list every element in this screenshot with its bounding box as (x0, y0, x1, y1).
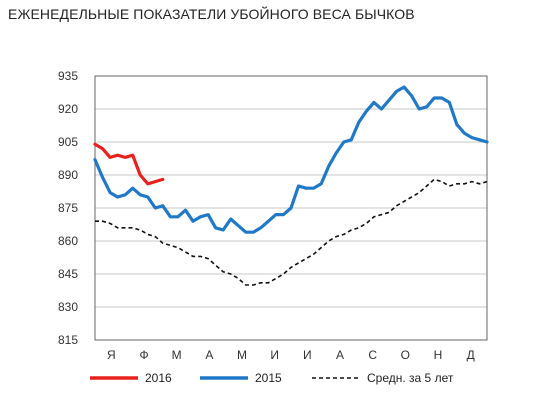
series-line-0 (93, 142, 165, 186)
legend-label: Средн. за 5 лет (367, 371, 454, 385)
series-line-1 (93, 85, 489, 234)
legend-label: 2015 (255, 371, 282, 385)
y-tick-label: 845 (58, 267, 78, 281)
x-tick-label: Д (467, 348, 475, 362)
x-tick-label: М (237, 348, 247, 362)
legend-label: 2016 (145, 371, 172, 385)
chart-title: ЕЖЕНЕДЕЛЬНЫЕ ПОКАЗАТЕЛИ УБОЙНОГО ВЕСА БЫ… (8, 6, 415, 22)
y-tick-label: 830 (58, 300, 78, 314)
series-lines (93, 85, 489, 286)
y-axis: 815 830 845 860 875 890 905 920 935 (58, 69, 78, 347)
x-tick-label: Н (434, 348, 443, 362)
x-tick-label: И (270, 348, 279, 362)
y-tick-label: 935 (58, 69, 78, 83)
x-tick-label: С (368, 348, 377, 362)
y-tick-label: 860 (58, 234, 78, 248)
x-tick-label: М (172, 348, 182, 362)
plot-area-frame (94, 75, 488, 341)
y-tick-label: 890 (58, 168, 78, 182)
y-tick-label: 905 (58, 135, 78, 149)
x-tick-label: О (401, 348, 410, 362)
y-tick-label: 920 (58, 102, 78, 116)
legend: 2016 2015 Средн. за 5 лет (90, 371, 454, 385)
x-tick-label: Ф (139, 348, 148, 362)
x-tick-label: Я (107, 348, 116, 362)
x-tick-label: А (336, 348, 344, 362)
y-tick-label: 815 (58, 333, 78, 347)
series-line-2 (95, 178, 488, 286)
x-tick-label: А (205, 348, 213, 362)
x-tick-label: И (303, 348, 312, 362)
y-tick-label: 875 (58, 201, 78, 215)
